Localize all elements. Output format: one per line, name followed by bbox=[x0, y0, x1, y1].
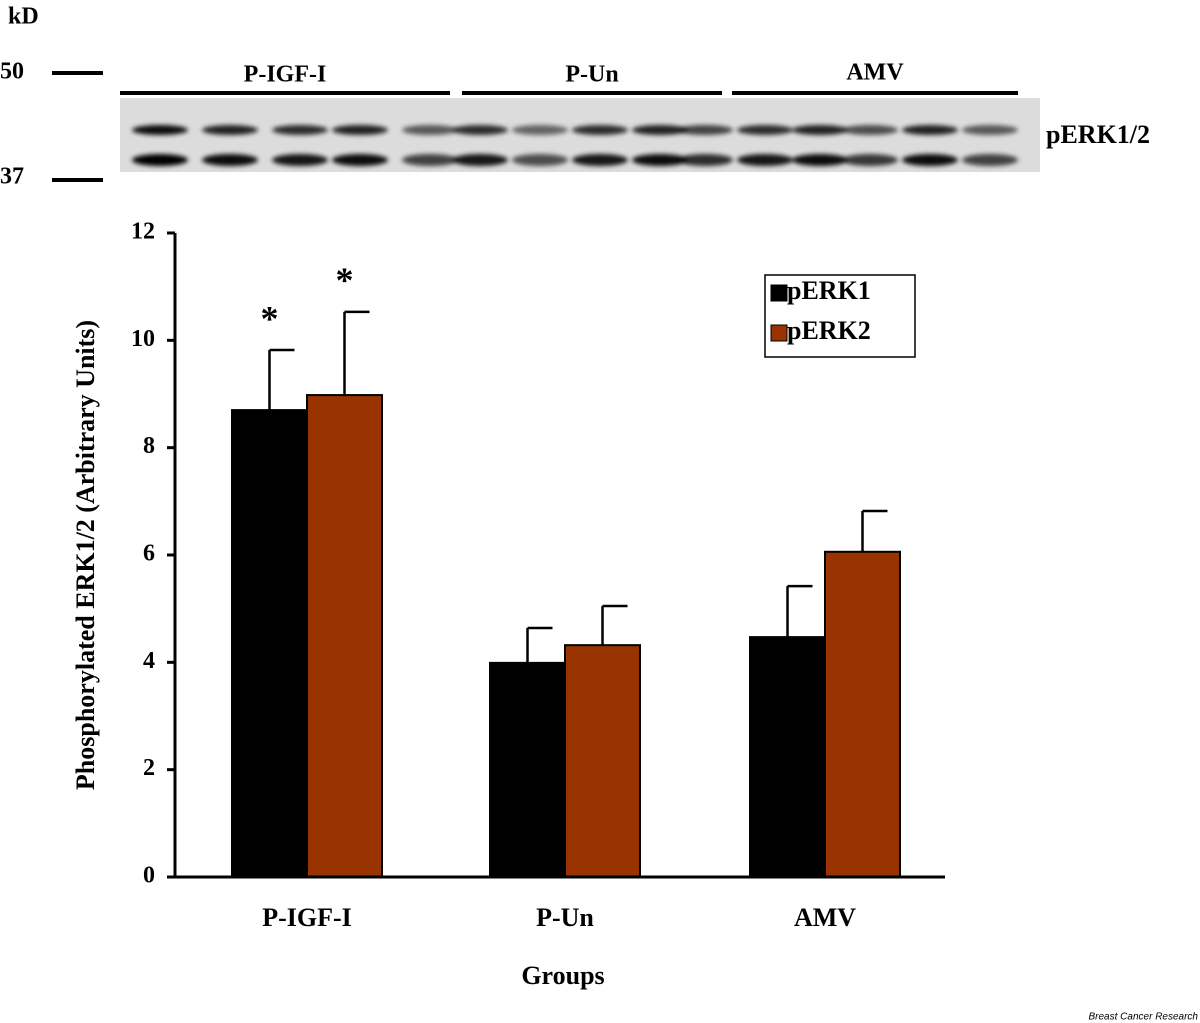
legend-swatch bbox=[770, 324, 788, 342]
band bbox=[677, 125, 733, 135]
bar bbox=[231, 409, 308, 878]
band bbox=[572, 125, 628, 135]
band bbox=[402, 154, 458, 166]
band bbox=[332, 125, 388, 135]
bar bbox=[749, 636, 826, 878]
bands bbox=[132, 125, 1018, 166]
error-bar bbox=[526, 626, 553, 663]
x-tick-label: AMV bbox=[794, 903, 856, 932]
lane-label: P-Un bbox=[565, 62, 618, 88]
y-tick-label: 0 bbox=[143, 863, 155, 889]
band bbox=[452, 125, 508, 135]
significance-marker: * bbox=[336, 260, 354, 300]
blot-unit: kD bbox=[8, 4, 39, 30]
band bbox=[132, 154, 188, 166]
legend-swatch bbox=[770, 284, 788, 302]
band bbox=[202, 125, 258, 135]
bar bbox=[564, 644, 641, 878]
band bbox=[902, 125, 958, 135]
band bbox=[792, 125, 848, 135]
band bbox=[572, 154, 628, 166]
band bbox=[677, 154, 733, 166]
error-bar bbox=[268, 348, 295, 411]
significance-marker: * bbox=[261, 298, 279, 338]
y-tick-label: 4 bbox=[143, 648, 155, 674]
y-tick-label: 8 bbox=[143, 433, 155, 459]
bar bbox=[824, 550, 901, 879]
lane-label: P-IGF-I bbox=[244, 62, 327, 88]
band bbox=[737, 154, 793, 166]
error-bar bbox=[861, 509, 888, 552]
y-tick-label: 10 bbox=[131, 326, 155, 352]
error-bar bbox=[601, 604, 628, 646]
blot-marker: 37 bbox=[0, 164, 24, 190]
band bbox=[132, 125, 188, 135]
band bbox=[272, 125, 328, 135]
y-axis-label: Phosphorylated ERK1/2 (Arbitrary Units) bbox=[71, 320, 100, 790]
legend-label: pERK2 bbox=[787, 316, 871, 345]
lane-label: AMV bbox=[846, 60, 904, 86]
band bbox=[632, 125, 688, 135]
band bbox=[332, 154, 388, 166]
y-tick-label: 12 bbox=[131, 219, 155, 245]
band bbox=[452, 154, 508, 166]
band bbox=[792, 154, 848, 166]
blot-marker: 50 bbox=[0, 59, 24, 85]
band bbox=[512, 154, 568, 166]
legend-label: pERK1 bbox=[787, 276, 871, 305]
bar bbox=[306, 394, 383, 878]
band bbox=[962, 154, 1018, 166]
band bbox=[962, 125, 1018, 135]
source: Breast Cancer Research bbox=[1089, 1012, 1199, 1023]
plot: 0 2 4 6 8 10 12 P-IGF-I * * P-Un AMV pERK1 pERK2 bbox=[131, 219, 945, 932]
band bbox=[842, 125, 898, 135]
band bbox=[737, 125, 793, 135]
band bbox=[202, 154, 258, 166]
band bbox=[632, 154, 688, 166]
y-tick-label: 2 bbox=[143, 755, 155, 781]
band bbox=[272, 154, 328, 166]
blot-label: pERK1/2 bbox=[1046, 120, 1150, 149]
x-tick-label: P-Un bbox=[536, 903, 594, 932]
error-bar bbox=[786, 584, 813, 638]
band bbox=[402, 125, 458, 135]
error-bar bbox=[343, 310, 370, 396]
legend-box bbox=[764, 274, 916, 358]
y-tick-label: 6 bbox=[143, 541, 155, 567]
x-axis-label: Groups bbox=[521, 961, 604, 990]
bar bbox=[489, 661, 566, 878]
band bbox=[512, 125, 568, 135]
band bbox=[902, 154, 958, 166]
band bbox=[842, 154, 898, 166]
western-blot: kD 50 37 P-IGF-I P-Un AMV pERK1/2 bbox=[0, 4, 1150, 190]
x-tick-label: P-IGF-I bbox=[262, 903, 352, 932]
